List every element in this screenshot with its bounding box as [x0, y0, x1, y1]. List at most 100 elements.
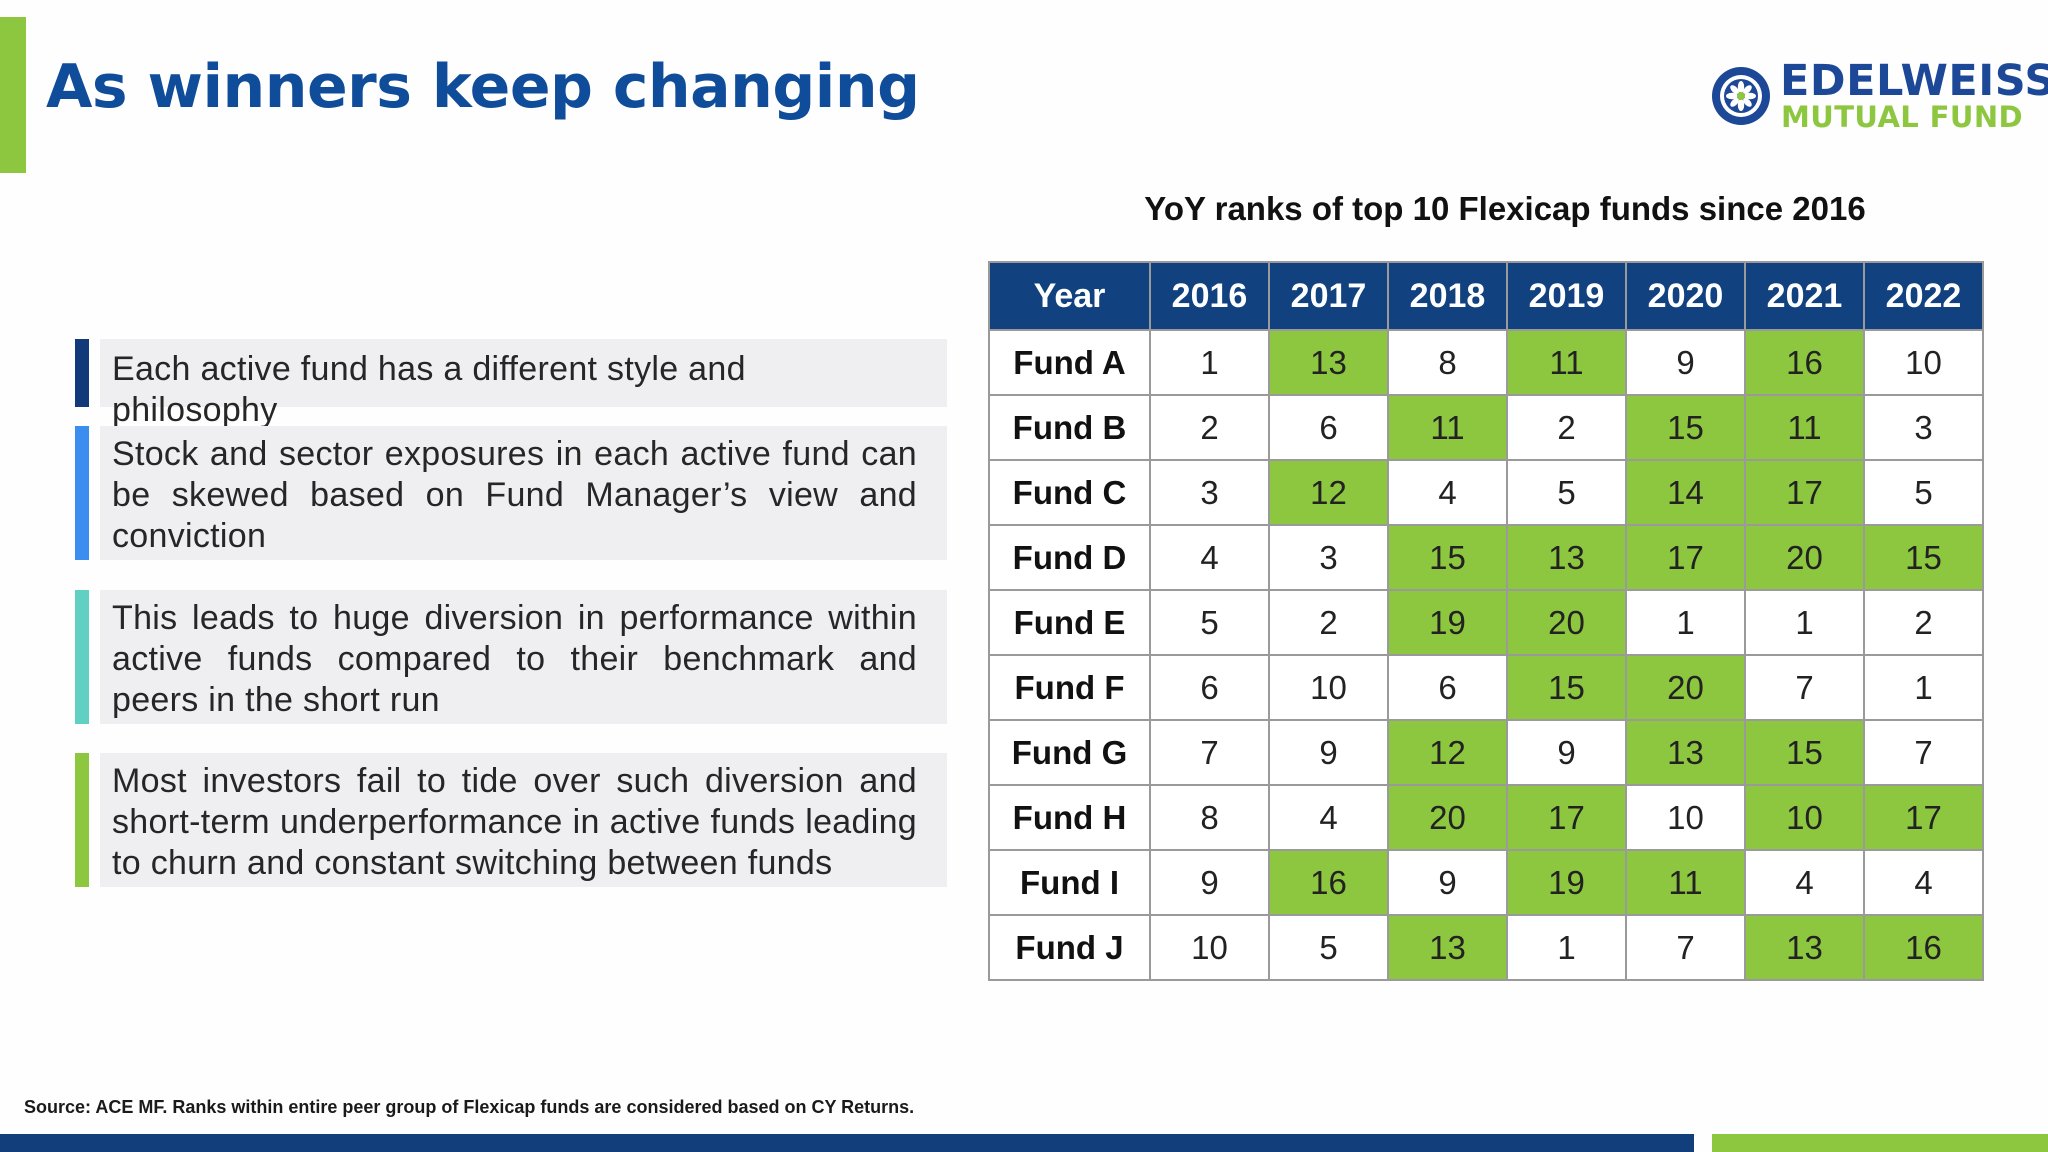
table-row: Fund A 1 13 8 11 9 16 10 — [988, 329, 1984, 396]
rank-cell: 7 — [1744, 654, 1865, 721]
fund-name-cell: Fund I — [988, 849, 1151, 916]
rank-cell-highlighted: 15 — [1625, 394, 1746, 461]
rank-cell: 1 — [1863, 654, 1984, 721]
logo-subtitle: MUTUAL FUND — [1781, 100, 2023, 134]
rank-cell-highlighted: 20 — [1506, 589, 1627, 656]
rank-cell-highlighted: 11 — [1387, 394, 1508, 461]
rank-cell: 5 — [1149, 589, 1270, 656]
column-header: 2022 — [1863, 261, 1984, 331]
rank-cell-highlighted: 15 — [1506, 654, 1627, 721]
rank-cell: 6 — [1149, 654, 1270, 721]
rank-cell-highlighted: 20 — [1744, 524, 1865, 591]
column-header: 2020 — [1625, 261, 1746, 331]
rank-cell: 2 — [1863, 589, 1984, 656]
table-row: Fund F 6 10 6 15 20 7 1 — [988, 654, 1984, 721]
table-row: Fund C 3 12 4 5 14 17 5 — [988, 459, 1984, 526]
rank-cell-highlighted: 12 — [1268, 459, 1389, 526]
table-row: Fund J 10 5 13 1 7 13 16 — [988, 914, 1984, 981]
column-header: 2018 — [1387, 261, 1508, 331]
column-header: 2016 — [1149, 261, 1270, 331]
bullet-point: Each active fund has a different style a… — [75, 339, 947, 429]
rank-cell-highlighted: 15 — [1387, 524, 1508, 591]
brand-logo: EDELWEISS MUTUAL FUND — [1710, 56, 2048, 134]
rank-cell: 4 — [1744, 849, 1865, 916]
bullet-marker — [75, 590, 89, 724]
column-header: 2021 — [1744, 261, 1865, 331]
fund-name-cell: Fund C — [988, 459, 1151, 526]
bullet-text: This leads to huge diversion in performa… — [100, 590, 947, 724]
rank-cell: 1 — [1149, 329, 1270, 396]
rank-cell: 9 — [1387, 849, 1508, 916]
fund-name-cell: Fund A — [988, 329, 1151, 396]
bullet-point: Stock and sector exposures in each activ… — [75, 426, 947, 560]
rank-cell: 9 — [1506, 719, 1627, 786]
table-row: Fund E 5 2 19 20 1 1 2 — [988, 589, 1984, 656]
table-row: Fund I 9 16 9 19 11 4 4 — [988, 849, 1984, 916]
table-row: Fund H 8 4 20 17 10 10 17 — [988, 784, 1984, 851]
rank-cell-highlighted: 15 — [1744, 719, 1865, 786]
footer-bar-green — [1712, 1134, 2048, 1152]
rank-cell: 3 — [1149, 459, 1270, 526]
logo-brand-name: EDELWEISS — [1780, 56, 2048, 106]
rank-cell-highlighted: 13 — [1625, 719, 1746, 786]
bullet-marker — [75, 426, 89, 560]
rank-cell: 1 — [1625, 589, 1746, 656]
rank-cell: 1 — [1744, 589, 1865, 656]
rank-cell-highlighted: 12 — [1387, 719, 1508, 786]
rank-cell: 6 — [1387, 654, 1508, 721]
table-row: Fund B 2 6 11 2 15 11 3 — [988, 394, 1984, 461]
fund-name-cell: Fund D — [988, 524, 1151, 591]
rank-cell: 10 — [1268, 654, 1389, 721]
bullet-text: Stock and sector exposures in each activ… — [100, 426, 947, 560]
bullet-text: Most investors fail to tide over such di… — [100, 753, 947, 887]
fund-name-cell: Fund J — [988, 914, 1151, 981]
rank-cell: 10 — [1149, 914, 1270, 981]
rank-cell: 5 — [1506, 459, 1627, 526]
rank-cell: 3 — [1268, 524, 1389, 591]
rank-cell-highlighted: 15 — [1863, 524, 1984, 591]
rank-cell: 9 — [1625, 329, 1746, 396]
fund-name-cell: Fund E — [988, 589, 1151, 656]
rank-cell-highlighted: 10 — [1744, 784, 1865, 851]
rank-cell: 9 — [1268, 719, 1389, 786]
rank-cell-highlighted: 13 — [1744, 914, 1865, 981]
rank-cell-highlighted: 16 — [1268, 849, 1389, 916]
rank-cell: 10 — [1625, 784, 1746, 851]
fund-name-cell: Fund F — [988, 654, 1151, 721]
column-header: 2017 — [1268, 261, 1389, 331]
fund-name-cell: Fund G — [988, 719, 1151, 786]
bullet-point: Most investors fail to tide over such di… — [75, 753, 947, 887]
rank-cell-highlighted: 16 — [1744, 329, 1865, 396]
footer-bar-blue — [0, 1134, 1694, 1152]
rank-cell-highlighted: 11 — [1506, 329, 1627, 396]
column-header: 2019 — [1506, 261, 1627, 331]
rank-cell: 6 — [1268, 394, 1389, 461]
rank-cell-highlighted: 13 — [1506, 524, 1627, 591]
table-row: Fund G 7 9 12 9 13 15 7 — [988, 719, 1984, 786]
rank-cell-highlighted: 13 — [1268, 329, 1389, 396]
rank-cell-highlighted: 20 — [1625, 654, 1746, 721]
bullet-marker — [75, 339, 89, 407]
rank-cell: 7 — [1625, 914, 1746, 981]
rank-cell: 2 — [1149, 394, 1270, 461]
title-accent-bar — [0, 17, 26, 173]
bullet-text: Each active fund has a different style a… — [100, 339, 947, 429]
rank-cell: 8 — [1387, 329, 1508, 396]
rank-cell-highlighted: 19 — [1387, 589, 1508, 656]
rank-cell-highlighted: 17 — [1863, 784, 1984, 851]
table-row: Fund D 4 3 15 13 17 20 15 — [988, 524, 1984, 591]
rank-cell-highlighted: 19 — [1506, 849, 1627, 916]
fund-name-cell: Fund B — [988, 394, 1151, 461]
rank-cell: 8 — [1149, 784, 1270, 851]
rank-cell: 4 — [1268, 784, 1389, 851]
rank-cell-highlighted: 13 — [1387, 914, 1508, 981]
rank-cell-highlighted: 11 — [1625, 849, 1746, 916]
rank-cell-highlighted: 17 — [1744, 459, 1865, 526]
rank-cell: 9 — [1149, 849, 1270, 916]
rank-cell: 7 — [1149, 719, 1270, 786]
rank-cell: 7 — [1863, 719, 1984, 786]
page-title: As winners keep changing — [46, 52, 920, 122]
rank-cell: 4 — [1387, 459, 1508, 526]
table-header-row: Year 2016 2017 2018 2019 2020 2021 2022 — [988, 261, 1984, 331]
